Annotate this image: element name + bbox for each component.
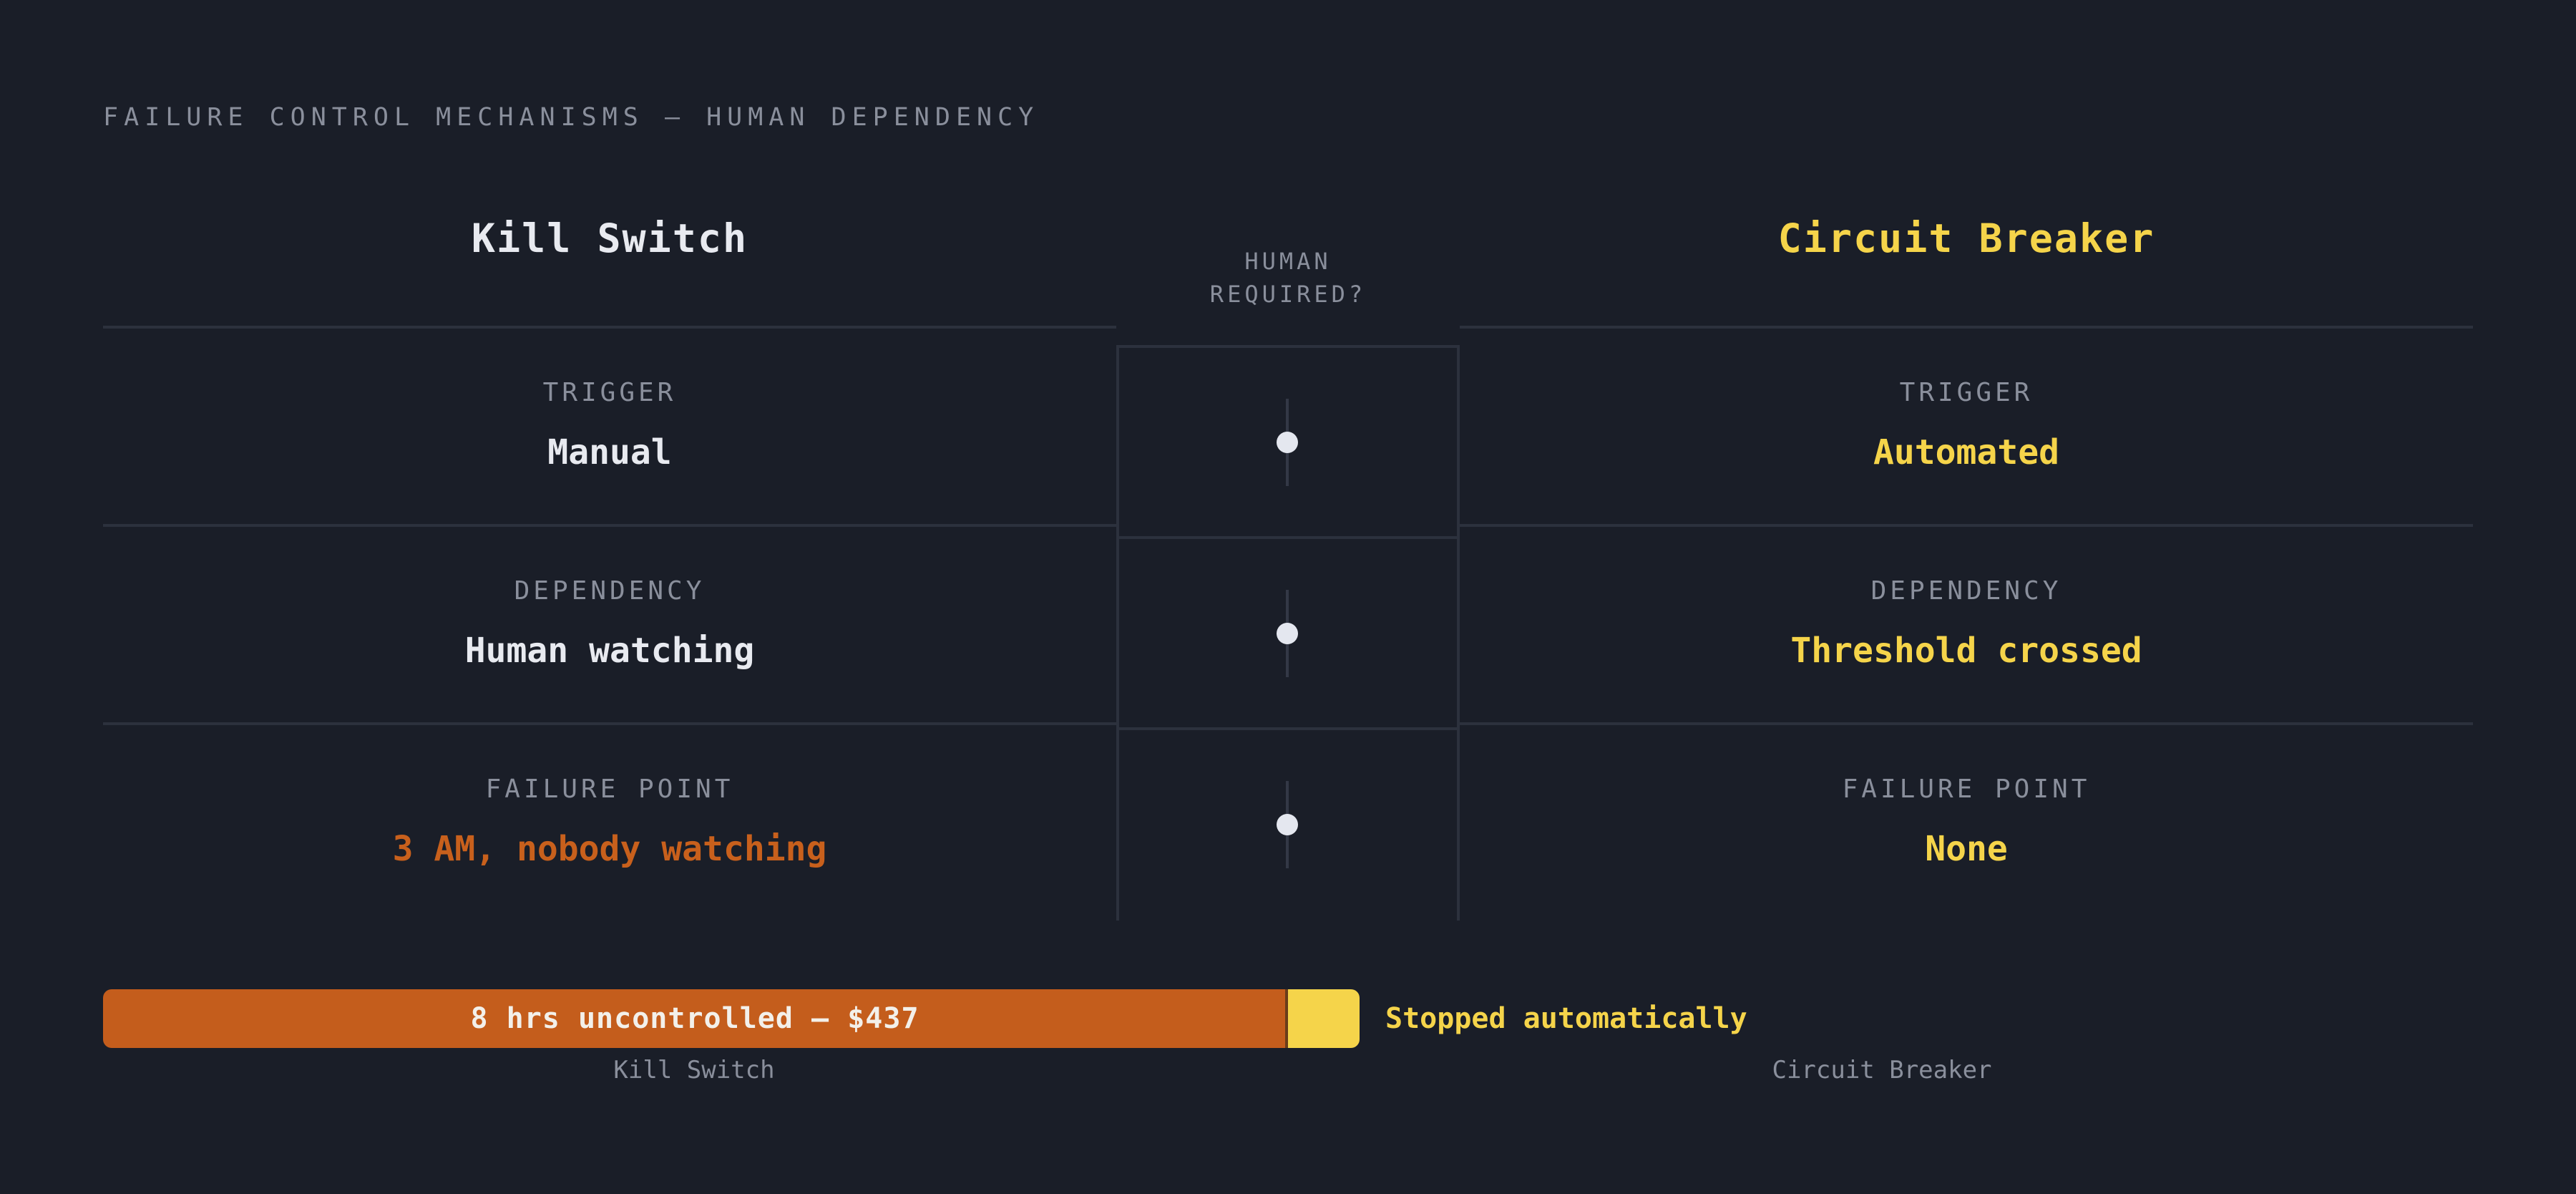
row1-human-required-dot [1277,432,1298,453]
kill-switch-duration-bar: 8 hrs uncontrolled — $437 [103,989,1287,1048]
failure-point-label: FAILURE POINT [1842,775,2091,804]
trigger-label: TRIGGER [542,378,677,407]
trigger-label: TRIGGER [1899,378,2034,407]
kill-switch-dependency-cell: DEPENDENCY Human watching [103,574,1116,671]
circuit-breaker-trigger-value: Automated [1873,432,2060,472]
kill-switch-trigger-cell: TRIGGER Manual [103,376,1116,473]
middle-box-top [1116,345,1460,348]
divider-left-row2 [103,722,1116,725]
divider-left-row1 [103,524,1116,527]
middle-box-left-edge [1116,345,1119,921]
circuit-breaker-failure-point-cell: FAILURE POINT None [1460,772,2473,870]
circuit-breaker-bar-caption: Circuit Breaker [1772,1056,1992,1084]
kill-switch-dependency-value: Human watching [464,631,755,671]
circuit-breaker-duration-label: Stopped automatically [1385,1002,1747,1035]
kill-switch-bar-caption: Kill Switch [613,1056,775,1084]
human-required-header-line1: HUMAN [1244,248,1332,275]
divider-right-row1 [1460,524,2473,527]
row2-human-required-dot [1277,623,1298,644]
middle-box-row1 [1116,536,1460,539]
divider-right-row2 [1460,722,2473,725]
dependency-label: DEPENDENCY [514,576,706,606]
diagram-eyebrow-title: FAILURE CONTROL MECHANISMS — HUMAN DEPEN… [103,103,1040,132]
middle-box-right-edge [1457,345,1460,921]
kill-switch-failure-point-cell: FAILURE POINT 3 AM, nobody watching [103,772,1116,870]
human-required-header: HUMAN REQUIRED? [1118,245,1458,311]
bar-separator [1285,989,1288,1048]
failure-point-label: FAILURE POINT [485,775,734,804]
circuit-breaker-dependency-cell: DEPENDENCY Threshold crossed [1460,574,2473,671]
circuit-breaker-column-title: Circuit Breaker [1777,215,2155,261]
divider-left-top [103,326,1116,329]
kill-switch-trigger-value: Manual [547,432,672,472]
dependency-label: DEPENDENCY [1870,576,2062,606]
kill-switch-column-title: Kill Switch [471,215,748,261]
row3-human-required-dot [1277,814,1298,835]
middle-box-row2 [1116,727,1460,730]
kill-switch-failure-point-value: 3 AM, nobody watching [392,829,827,869]
kill-switch-duration-label: 8 hrs uncontrolled — $437 [470,1002,919,1035]
circuit-breaker-duration-bar [1288,989,1360,1048]
divider-right-top [1460,326,2473,329]
circuit-breaker-trigger-cell: TRIGGER Automated [1460,376,2473,473]
human-required-header-line2: REQUIRED? [1209,281,1367,308]
circuit-breaker-dependency-value: Threshold crossed [1790,631,2142,671]
circuit-breaker-failure-point-value: None [1925,829,2008,869]
